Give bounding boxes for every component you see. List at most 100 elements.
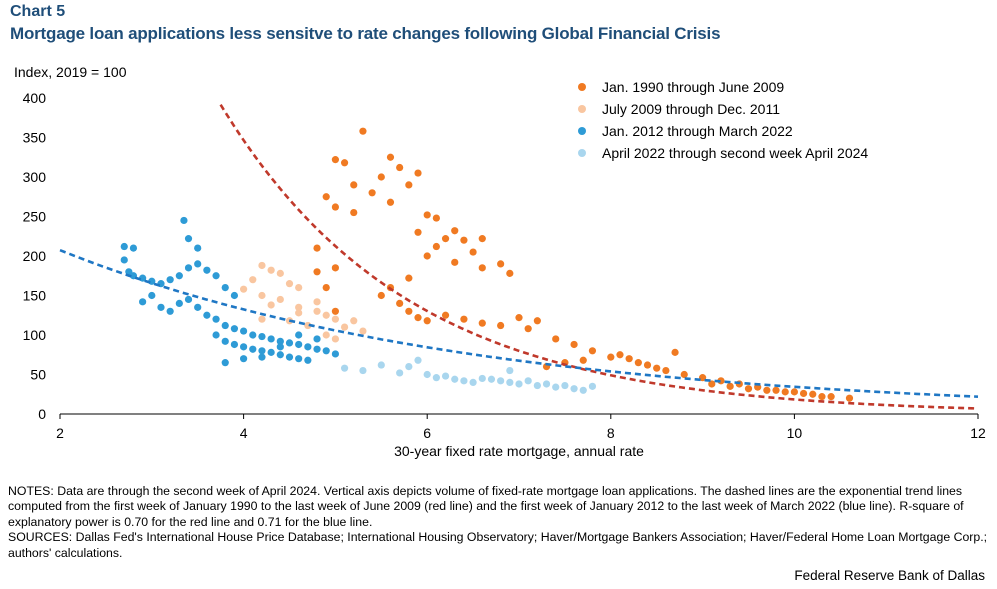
legend-label: Jan. 2012 through March 2022: [602, 123, 793, 139]
data-point: [249, 276, 256, 283]
x-tick-label: 4: [240, 425, 248, 441]
data-point: [268, 301, 275, 308]
y-tick-label: 350: [23, 130, 47, 146]
data-point: [341, 365, 348, 372]
data-point: [828, 393, 835, 400]
data-point: [258, 347, 265, 354]
data-point: [460, 237, 467, 244]
data-point: [231, 325, 238, 332]
data-point: [121, 243, 128, 250]
data-point: [405, 275, 412, 282]
data-point: [424, 317, 431, 324]
data-point: [332, 316, 339, 323]
data-point: [194, 245, 201, 252]
data-point: [451, 259, 458, 266]
data-point: [332, 264, 339, 271]
data-point: [570, 341, 577, 348]
data-point: [148, 292, 155, 299]
y-tick-label: 100: [23, 327, 47, 343]
data-point: [782, 388, 789, 395]
data-point: [332, 156, 339, 163]
data-point: [543, 380, 550, 387]
data-point: [506, 270, 513, 277]
data-point: [369, 189, 376, 196]
scatter-plot: 0 50 100 150 200 250 300 350 400 2 4 6 8 10 12 30-year …: [0, 0, 997, 470]
legend: Jan. 1990 through June 2009 July 2009 th…: [578, 76, 868, 164]
data-point: [772, 387, 779, 394]
data-point: [323, 193, 330, 200]
data-point: [268, 267, 275, 274]
data-point: [405, 363, 412, 370]
data-point: [313, 335, 320, 342]
data-point: [424, 371, 431, 378]
x-tick-label: 12: [970, 425, 986, 441]
y-tick-label: 200: [23, 248, 47, 264]
data-point: [479, 320, 486, 327]
data-point: [378, 173, 385, 180]
data-point: [552, 384, 559, 391]
data-point: [341, 324, 348, 331]
data-point: [313, 346, 320, 353]
data-point: [396, 164, 403, 171]
data-point: [185, 235, 192, 242]
data-point: [433, 243, 440, 250]
x-tick-label: 6: [423, 425, 431, 441]
data-point: [460, 316, 467, 323]
data-point: [800, 390, 807, 397]
data-point: [286, 280, 293, 287]
data-point: [515, 314, 522, 321]
data-point: [258, 292, 265, 299]
data-point: [727, 383, 734, 390]
data-point: [176, 300, 183, 307]
data-point: [451, 376, 458, 383]
data-point: [180, 217, 187, 224]
data-point: [552, 335, 559, 342]
data-point: [442, 372, 449, 379]
data-point: [846, 395, 853, 402]
data-point: [359, 327, 366, 334]
data-point: [405, 181, 412, 188]
data-point: [616, 351, 623, 358]
data-point: [295, 331, 302, 338]
data-point: [433, 374, 440, 381]
data-point: [525, 325, 532, 332]
data-point: [763, 387, 770, 394]
data-point: [258, 316, 265, 323]
data-point: [515, 380, 522, 387]
data-point: [534, 317, 541, 324]
data-point: [635, 359, 642, 366]
data-point: [396, 369, 403, 376]
data-point: [350, 181, 357, 188]
data-point: [222, 322, 229, 329]
data-point: [295, 355, 302, 362]
data-point: [295, 309, 302, 316]
data-point: [332, 335, 339, 342]
data-point: [791, 388, 798, 395]
footer-source: Federal Reserve Bank of Dallas: [794, 568, 985, 583]
data-point: [580, 387, 587, 394]
data-point: [231, 292, 238, 299]
legend-item-1990-2009: Jan. 1990 through June 2009: [578, 76, 868, 98]
data-point: [240, 343, 247, 350]
y-tick-label: 400: [23, 90, 47, 106]
data-point: [681, 371, 688, 378]
data-point: [506, 379, 513, 386]
data-point: [378, 361, 385, 368]
data-point: [304, 343, 311, 350]
data-point: [157, 304, 164, 311]
data-point: [470, 248, 477, 255]
data-point: [433, 214, 440, 221]
legend-swatch-icon: [578, 127, 586, 135]
data-point: [194, 260, 201, 267]
data-point: [580, 357, 587, 364]
data-point: [268, 335, 275, 342]
data-point: [176, 272, 183, 279]
data-point: [313, 298, 320, 305]
data-point: [460, 377, 467, 384]
data-point: [809, 391, 816, 398]
data-point: [414, 169, 421, 176]
data-point: [414, 357, 421, 364]
data-point: [313, 245, 320, 252]
data-point: [323, 347, 330, 354]
data-point: [341, 159, 348, 166]
